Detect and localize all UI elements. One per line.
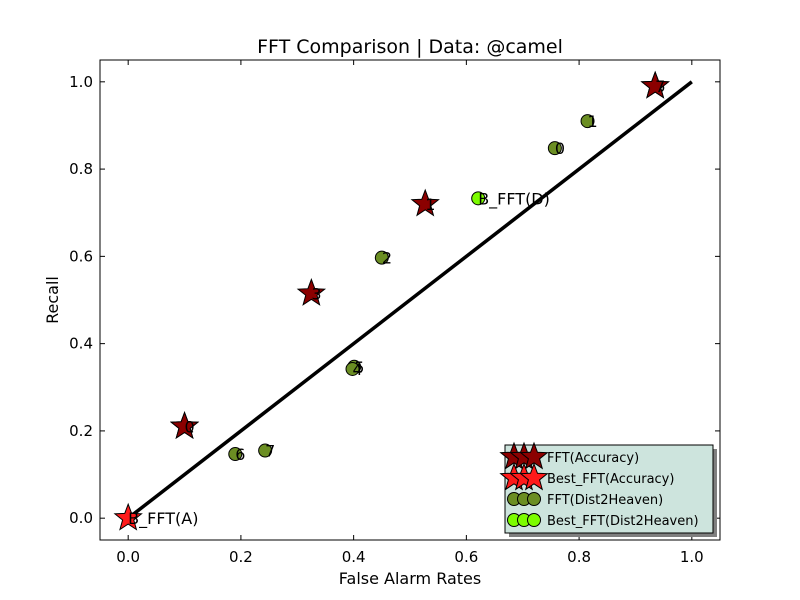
- plot-frame: [99, 59, 721, 541]
- fft-accuracy-point: [410, 188, 440, 217]
- point-label: 3: [311, 284, 321, 303]
- fft-dist2heaven-point: [547, 141, 562, 156]
- legend-label: FFT(Accuracy): [547, 451, 639, 466]
- best-fft-accuracy-point: [113, 502, 143, 531]
- x-tick-label: 0.8: [567, 548, 591, 566]
- y-tick-label: 0.8: [69, 160, 93, 178]
- legend-marker: [527, 492, 541, 506]
- fft-accuracy-point: [169, 411, 200, 440]
- fft-accuracy-point: [296, 278, 327, 306]
- point-label: 0: [185, 418, 195, 437]
- y-tick-label: 0.0: [69, 509, 93, 527]
- x-tick-label: 0.6: [454, 548, 478, 566]
- point-label: 6: [235, 445, 245, 464]
- fft-dist2heaven-point: [345, 361, 360, 376]
- point-label: 0: [555, 139, 565, 158]
- y-tick-label: 0.6: [69, 247, 93, 265]
- x-tick-label: 0.4: [342, 548, 366, 566]
- y-tick-label: 0.4: [69, 335, 93, 353]
- legend: FFT(Accuracy) Best_FFT(Accuracy) FFT(Dist2…: [499, 441, 717, 537]
- legend-label: Best_FFT(Accuracy): [547, 472, 674, 487]
- chart-title: FFT Comparison | Data: @camel: [257, 36, 563, 58]
- best-fft-dist2heaven-point: [471, 191, 486, 206]
- reference-line: [127, 80, 693, 520]
- fft-accuracy-point: [640, 70, 670, 99]
- legend-label: FFT(Dist2Heaven): [547, 493, 663, 508]
- y-axis-label: Recall: [43, 276, 62, 324]
- legend-label: Best_FFT(Dist2Heaven): [547, 514, 699, 529]
- point-label: 1: [588, 112, 598, 131]
- fft-dist2heaven-point: [374, 250, 389, 265]
- y-tick-label: 1.0: [69, 73, 93, 91]
- point-label: 1: [425, 195, 435, 214]
- point-label: 2: [382, 249, 392, 268]
- x-axis-label: False Alarm Rates: [339, 569, 481, 588]
- point-label: B_FFT(A): [128, 509, 198, 529]
- x-tick-label: 1.0: [680, 548, 704, 566]
- y-tick-label: 0.2: [69, 422, 93, 440]
- point-label: 4: [353, 360, 363, 379]
- fft-dist2heaven-point: [228, 447, 243, 462]
- fft-dist2heaven-point: [580, 114, 595, 129]
- legend-marker: [519, 462, 549, 491]
- x-tick-label: 0.0: [116, 548, 140, 566]
- point-label: 7: [655, 77, 665, 96]
- point-label: B_FFT(D): [478, 189, 550, 209]
- point-label: 7: [265, 442, 275, 461]
- x-tick-label: 0.2: [229, 548, 253, 566]
- fft-dist2heaven-point: [258, 443, 273, 458]
- legend-marker: [527, 513, 541, 527]
- plot-area: 0.0 0.0 0.2 0.2 0.4 0.4 0.6 0.6 0.8 0.8 1.0 1.0 2 0 3 1…: [69, 59, 721, 566]
